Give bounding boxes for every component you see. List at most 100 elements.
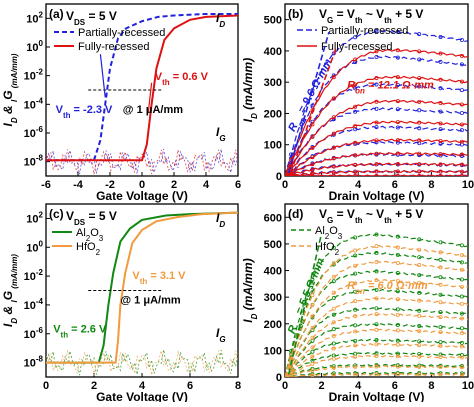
drain-current-label-part: D [219, 20, 225, 29]
y-tick-exponent: 2 [39, 10, 44, 19]
output-curve [285, 75, 468, 176]
ron-annotation-part: R [347, 280, 355, 292]
data-marker [395, 328, 400, 333]
vth-annotation-part: = 2.6 V [68, 323, 107, 335]
data-marker [353, 86, 358, 91]
output-curve [285, 29, 468, 176]
y-tick-base: 10 [26, 13, 38, 25]
data-marker [395, 252, 400, 257]
y-tick-label: 0 [276, 171, 282, 183]
ron-fit-line [287, 31, 330, 174]
data-marker [417, 162, 422, 167]
data-marker [438, 138, 443, 143]
data-marker [459, 111, 464, 116]
data-marker [331, 296, 336, 301]
bias-condition-label-part: = 5 V [85, 9, 117, 23]
bias-condition-label-part: ~ V [363, 207, 385, 221]
panel-label: (b) [288, 7, 303, 21]
data-marker [438, 310, 443, 315]
data-marker [374, 125, 379, 130]
x-axis-label: Drain Voltage (V) [329, 189, 425, 203]
data-marker [353, 104, 358, 109]
bias-condition-label-part: = V [333, 207, 355, 221]
data-marker [395, 297, 400, 302]
data-marker [310, 345, 315, 350]
data-marker [459, 139, 464, 144]
data-marker [395, 271, 400, 276]
data-marker [310, 361, 315, 366]
bias-condition-label-part: V [66, 209, 74, 223]
legend-entry-part: Partially-recessed [321, 25, 408, 37]
panel-label: (a) [49, 7, 64, 21]
data-marker [331, 174, 336, 176]
data-marker [395, 342, 400, 347]
x-tick-label: 8 [428, 179, 434, 191]
data-marker [459, 243, 464, 248]
data-marker [417, 354, 422, 359]
data-marker [395, 372, 400, 377]
ron-fit-line [289, 47, 337, 174]
vth-annotation: Vth = 2.6 V [53, 323, 107, 339]
y-tick-exponent: -2 [36, 68, 44, 77]
output-curve [285, 170, 468, 176]
x-tick-label: 6 [392, 179, 398, 191]
data-marker [417, 324, 422, 329]
data-marker [331, 356, 336, 361]
data-marker [374, 322, 379, 327]
data-marker [289, 174, 294, 176]
vth-annotation-part: = -2.3 V [71, 104, 114, 116]
data-marker [374, 162, 379, 167]
gate-current-trace [46, 149, 238, 175]
data-marker [374, 106, 379, 111]
data-marker [310, 293, 315, 298]
data-marker [459, 326, 464, 331]
output-curve [285, 338, 468, 377]
y-tick-label: 400 [264, 46, 282, 58]
ron-annotation-part: on [296, 115, 309, 128]
data-marker [353, 263, 358, 268]
x-tick-label: 10 [462, 179, 474, 191]
y-axis-label-part: I [10, 300, 19, 303]
y-tick-label: 200 [264, 319, 282, 331]
data-marker [395, 140, 400, 145]
x-tick-label: 4 [203, 179, 210, 191]
data-marker [310, 134, 315, 139]
y-tick-label: 10-2 [24, 68, 44, 83]
y-tick-base: 10 [24, 329, 36, 341]
vth-annotation-part: th [140, 276, 148, 285]
data-marker [395, 351, 400, 356]
bias-condition-label-part: DS [74, 218, 86, 227]
data-marker [310, 314, 315, 319]
data-marker [289, 373, 294, 377]
data-marker [353, 235, 358, 240]
bias-condition-label-part: th [355, 16, 363, 25]
legend-entry: Fully-recessed [321, 41, 393, 53]
legend-entry-part: Al [76, 227, 86, 239]
data-marker [459, 372, 464, 377]
current-criterion: @ 1 μA/mm [123, 104, 183, 116]
ron-fit-line [287, 233, 323, 375]
data-marker [417, 298, 422, 303]
data-marker [310, 167, 315, 172]
data-marker [417, 273, 422, 278]
y-tick-label: 0 [276, 372, 282, 384]
data-marker [417, 329, 422, 334]
y-tick-label: 10-2 [24, 268, 44, 283]
output-curve [285, 322, 468, 377]
output-curve [285, 138, 468, 176]
y-tick-exponent: -8 [36, 355, 44, 364]
data-marker [353, 307, 358, 312]
data-marker [331, 306, 336, 311]
data-marker [438, 352, 443, 357]
data-marker [395, 234, 400, 239]
y-axis-label: ID & IG (mA/mm) [1, 254, 19, 327]
data-marker [374, 327, 379, 332]
data-marker [395, 279, 400, 284]
data-marker [395, 245, 400, 250]
data-marker [395, 260, 400, 265]
data-marker [331, 131, 336, 136]
y-axis-label-part: I [10, 99, 19, 102]
